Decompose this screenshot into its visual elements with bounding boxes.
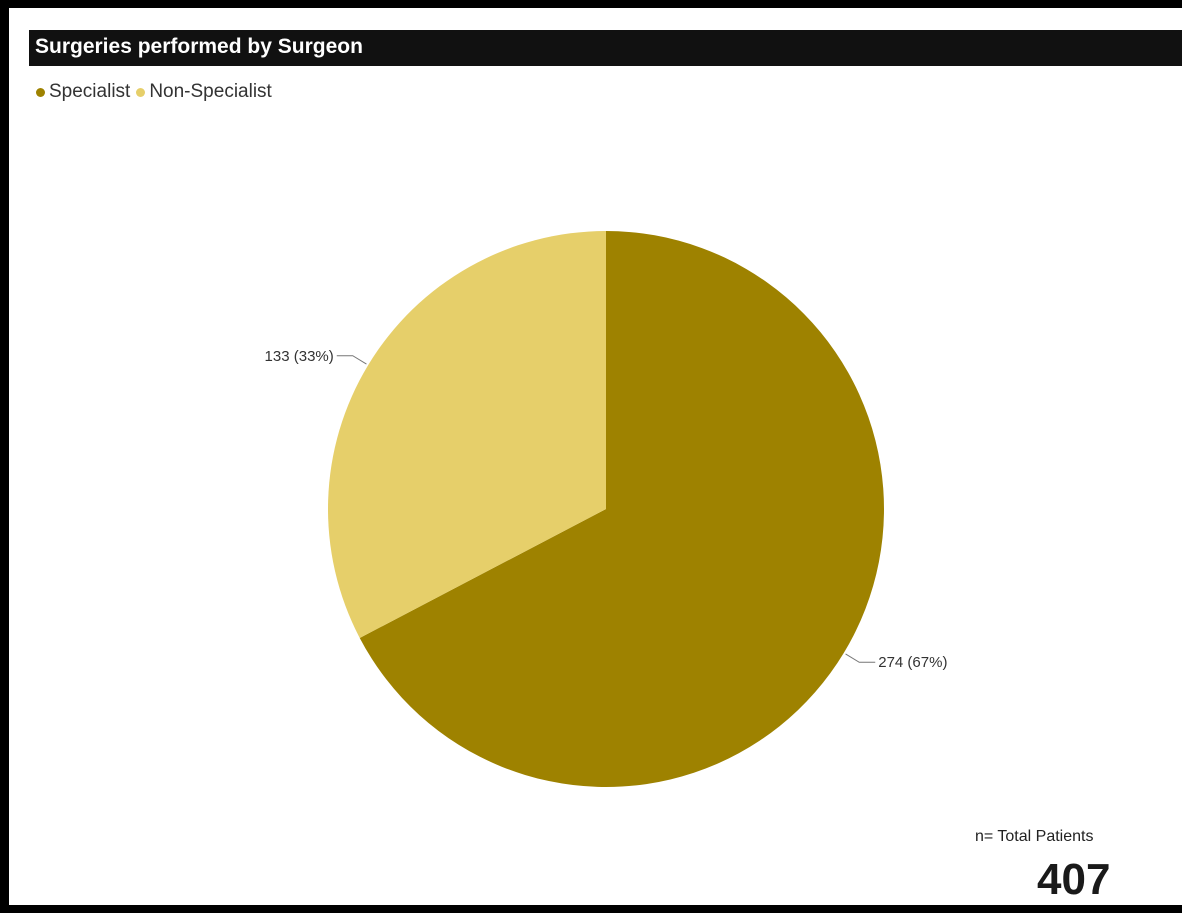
- legend-label-non-specialist: Non-Specialist: [149, 81, 272, 102]
- pie-chart: 274 (67%) 133 (33%): [265, 231, 947, 787]
- leader-line: [845, 653, 876, 663]
- total-patients-value: 407: [1037, 855, 1111, 904]
- chart-panel: Surgeries performed by Surgeon Specialis…: [7, 6, 1182, 907]
- leader-line: [336, 355, 367, 365]
- legend-marker-icon: [36, 87, 45, 97]
- pie-slice-non-specialist[interactable]: [328, 231, 606, 638]
- chart-title: Surgeries performed by Surgeon: [35, 35, 363, 58]
- total-patients-label: n= Total Patients: [975, 828, 1094, 845]
- legend-item-non-specialist[interactable]: Non-Specialist: [136, 81, 272, 103]
- data-label: 133 (33%): [265, 348, 334, 365]
- legend-label-specialist: Specialist: [49, 81, 131, 102]
- legend-marker-icon: [136, 87, 146, 97]
- legend-item-specialist[interactable]: Specialist: [36, 81, 130, 103]
- title-bar: Surgeries performed by Surgeon: [29, 30, 1182, 66]
- legend: Specialist Non-Specialist: [36, 80, 278, 104]
- pie-slice-specialist[interactable]: [359, 231, 885, 787]
- data-label: 274 (67%): [878, 654, 947, 671]
